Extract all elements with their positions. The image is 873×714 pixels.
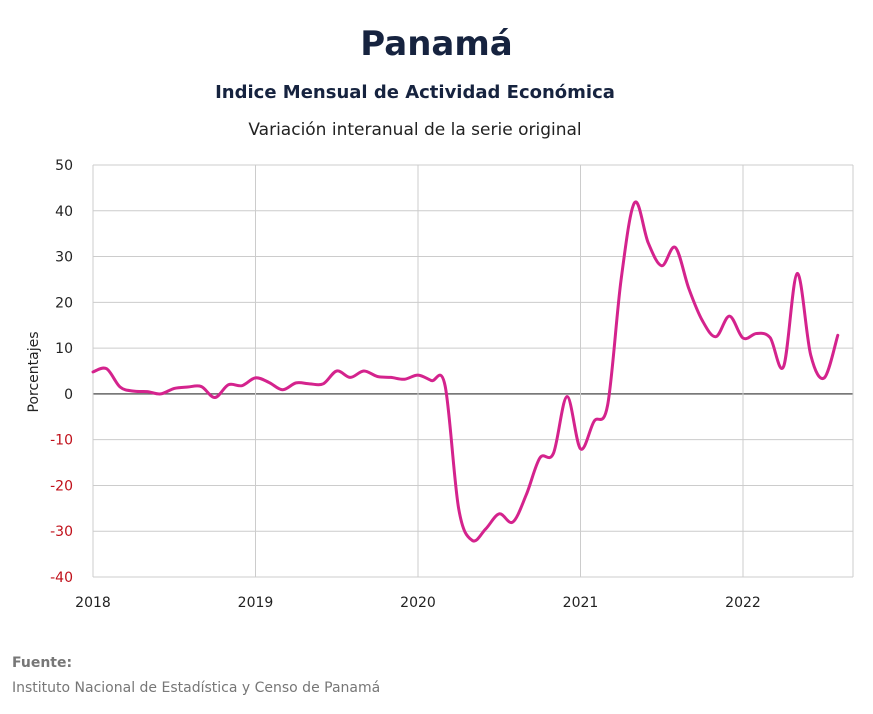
x-tick-label: 2021 [563,595,599,611]
x-axis-ticks: 2018 2019 2020 2021 2022 [75,595,761,611]
x-tick-label: 2019 [238,595,274,611]
chart-subtitle: Indice Mensual de Actividad Económica [215,82,615,103]
source-label: Fuente: [12,655,73,671]
y-tick-label: -20 [50,478,73,494]
x-tick-label: 2018 [75,595,111,611]
page-title: Panamá [360,24,513,64]
chart-title: Variación interanual de la serie origina… [248,120,582,140]
series-layer [91,200,840,543]
y-tick-label: 0 [64,387,73,403]
y-tick-label: -40 [50,570,73,586]
source-text: Instituto Nacional de Estadística y Cens… [12,680,381,696]
x-tick-label: 2022 [725,595,761,611]
y-tick-label: -30 [50,524,73,540]
y-tick-label: 30 [55,250,73,266]
series-line [91,200,840,543]
y-tick-label: 10 [55,341,73,357]
y-tick-label: -10 [50,433,73,449]
y-axis-ticks: 50 40 30 20 10 0 -10 -20 -30 -40 [50,158,73,586]
y-axis-label: Porcentajes [26,331,42,412]
grid-lines [92,164,854,578]
y-tick-label: 20 [55,295,73,311]
y-tick-label: 50 [55,158,73,174]
x-tick-label: 2020 [400,595,436,611]
y-tick-label: 40 [55,204,73,220]
